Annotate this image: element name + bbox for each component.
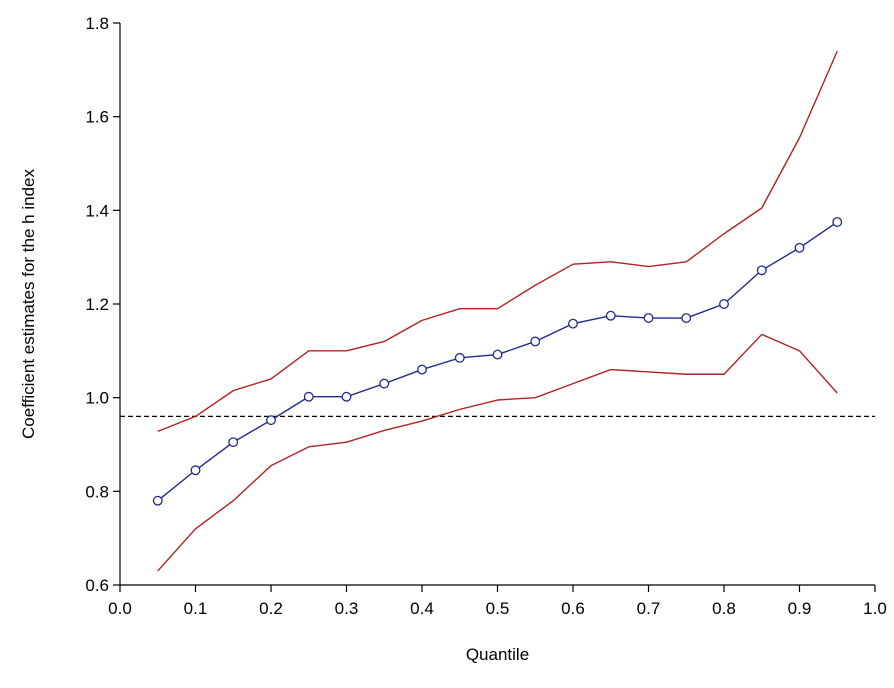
data-point <box>643 313 654 324</box>
data-point <box>152 495 163 506</box>
data-point <box>605 310 616 321</box>
x-tick-label: 0.9 <box>788 599 812 618</box>
data-point <box>492 349 503 360</box>
x-tick-label: 0.7 <box>637 599 661 618</box>
x-tick-label: 0.0 <box>108 599 132 618</box>
y-tick-label: 1.4 <box>85 201 109 220</box>
x-tick-label: 1.0 <box>863 599 887 618</box>
data-point <box>341 391 352 402</box>
data-point <box>719 299 729 309</box>
data-point <box>530 336 541 347</box>
y-tick-label: 0.8 <box>85 482 109 501</box>
data-point <box>681 313 692 324</box>
y-ticks: 0.6 0.8 1.0 1.2 1.4 1.6 1.8 <box>85 14 120 595</box>
y-tick-label: 1.6 <box>85 108 109 127</box>
series-line-lower-bound <box>157 333 838 572</box>
data-point <box>417 364 427 375</box>
x-tick-label: 0.5 <box>486 599 510 618</box>
data-point <box>266 415 276 426</box>
data-point <box>794 242 805 253</box>
data-point <box>454 352 465 363</box>
data-point <box>190 465 201 476</box>
x-ticks: 0.0 0.1 0.2 0.3 0.4 0.5 0.6 0.7 0.8 0.9 1.0 <box>108 585 887 618</box>
y-tick-label: 1.0 <box>85 389 109 408</box>
x-tick-label: 0.6 <box>561 599 585 618</box>
x-tick-label: 0.8 <box>712 599 736 618</box>
x-tick-label: 0.3 <box>335 599 359 618</box>
data-point <box>228 437 239 448</box>
x-tick-label: 0.2 <box>259 599 283 618</box>
y-tick-label: 1.2 <box>85 295 109 314</box>
x-tick-label: 0.4 <box>410 599 434 618</box>
y-tick-label: 1.8 <box>85 14 109 33</box>
y-axis-title: Coefficient estimates for the h index <box>19 169 38 439</box>
data-point <box>303 391 314 402</box>
x-tick-label: 0.1 <box>184 599 208 618</box>
series-layer <box>152 50 843 572</box>
y-tick-label: 0.6 <box>85 576 109 595</box>
data-point <box>568 318 578 329</box>
series-line-upper-bound <box>157 50 838 433</box>
data-point <box>832 217 843 227</box>
data-point <box>756 265 767 276</box>
data-point <box>379 378 390 389</box>
x-axis-title: Quantile <box>466 645 529 664</box>
